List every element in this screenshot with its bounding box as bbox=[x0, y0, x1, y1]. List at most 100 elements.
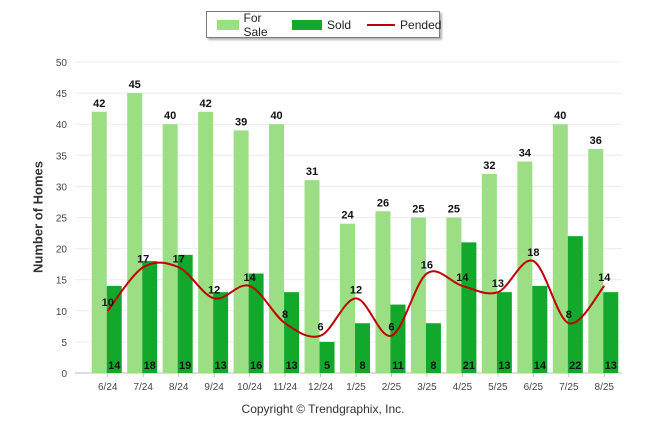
y-axis-label: Number of Homes bbox=[30, 161, 46, 273]
data-label-for-sale: 36 bbox=[590, 135, 602, 147]
data-label-sold: 21 bbox=[463, 360, 475, 372]
bar-sold bbox=[213, 292, 229, 373]
data-label-sold: 11 bbox=[392, 360, 404, 372]
bar-for-sale bbox=[446, 217, 462, 373]
data-label-pended: 12 bbox=[208, 284, 220, 296]
legend-label-for-sale: For Sale bbox=[243, 10, 268, 39]
y-tick-label: 5 bbox=[61, 338, 67, 349]
data-label-for-sale: 24 bbox=[341, 210, 354, 222]
data-label-pended: 10 bbox=[102, 297, 114, 309]
data-label-pended: 6 bbox=[388, 322, 394, 334]
data-label-pended: 12 bbox=[350, 284, 362, 296]
data-label-sold: 22 bbox=[569, 360, 581, 372]
data-label-for-sale: 25 bbox=[448, 204, 460, 216]
x-tick-label: 6/24 bbox=[98, 382, 118, 393]
data-label-sold: 16 bbox=[250, 360, 262, 372]
x-tick-label: 8/25 bbox=[595, 382, 615, 393]
data-label-sold: 13 bbox=[285, 360, 297, 372]
bar-for-sale bbox=[233, 130, 249, 373]
data-label-pended: 6 bbox=[317, 322, 323, 334]
bar-for-sale bbox=[269, 124, 285, 373]
bar-for-sale bbox=[410, 217, 426, 373]
x-tick-label: 12/24 bbox=[308, 382, 333, 393]
data-label-sold: 5 bbox=[324, 360, 330, 372]
data-label-pended: 8 bbox=[566, 309, 572, 321]
y-tick-label: 15 bbox=[56, 276, 68, 287]
bar-sold bbox=[177, 254, 193, 373]
bar-sold bbox=[319, 341, 335, 373]
bar-for-sale bbox=[588, 149, 604, 373]
bar-for-sale bbox=[517, 161, 533, 373]
bar-for-sale bbox=[481, 173, 497, 373]
data-label-for-sale: 26 bbox=[377, 197, 389, 209]
data-label-sold: 13 bbox=[215, 360, 227, 372]
bar-for-sale bbox=[91, 111, 107, 373]
bar-for-sale bbox=[162, 124, 178, 373]
x-tick-label: 7/25 bbox=[559, 382, 579, 393]
data-label-for-sale: 42 bbox=[200, 98, 212, 110]
bar-sold bbox=[567, 236, 583, 373]
y-tick-label: 0 bbox=[61, 369, 67, 380]
legend-swatch-sold bbox=[292, 19, 323, 30]
bar-sold bbox=[248, 273, 264, 373]
data-label-pended: 17 bbox=[173, 253, 185, 265]
data-label-sold: 8 bbox=[359, 360, 365, 372]
bar-for-sale bbox=[198, 111, 214, 373]
bar-sold bbox=[603, 292, 619, 373]
bar-for-sale bbox=[304, 180, 320, 373]
x-tick-label: 8/24 bbox=[169, 382, 189, 393]
bar-sold bbox=[461, 242, 477, 373]
bar-sold bbox=[142, 261, 158, 373]
x-tick-label: 4/25 bbox=[453, 382, 473, 393]
data-label-pended: 17 bbox=[137, 253, 149, 265]
y-tick-label: 30 bbox=[56, 182, 68, 193]
chart-legend: For Sale Sold Pended bbox=[206, 11, 441, 39]
y-tick-label: 50 bbox=[56, 58, 68, 69]
data-label-pended: 16 bbox=[421, 259, 433, 271]
data-label-sold: 13 bbox=[605, 360, 617, 372]
bar-sold bbox=[532, 285, 548, 373]
data-label-for-sale: 42 bbox=[93, 98, 105, 110]
bar-sold bbox=[355, 323, 370, 373]
x-tick-label: 9/24 bbox=[204, 382, 224, 393]
legend-label-sold: Sold bbox=[327, 17, 352, 32]
legend-item-sold: Sold bbox=[292, 18, 351, 32]
data-label-sold: 19 bbox=[179, 360, 191, 372]
legend-swatch-pended bbox=[367, 23, 396, 26]
x-tick-label: 2/25 bbox=[382, 382, 402, 393]
data-label-sold: 18 bbox=[144, 360, 156, 372]
bar-for-sale bbox=[340, 223, 355, 373]
data-label-for-sale: 34 bbox=[519, 148, 532, 160]
data-label-for-sale: 25 bbox=[412, 204, 424, 216]
x-tick-label: 5/25 bbox=[488, 382, 508, 393]
data-label-sold: 8 bbox=[430, 360, 436, 372]
data-label-for-sale: 40 bbox=[270, 110, 282, 122]
copyright-text: Copyright © Trendgraphix, Inc. bbox=[241, 402, 405, 416]
y-tick-label: 35 bbox=[56, 151, 68, 162]
data-label-for-sale: 40 bbox=[554, 110, 566, 122]
bar-sold bbox=[284, 292, 300, 373]
data-label-for-sale: 40 bbox=[164, 110, 176, 122]
legend-swatch-for-sale bbox=[217, 19, 239, 30]
data-label-sold: 14 bbox=[108, 360, 121, 372]
x-tick-label: 10/24 bbox=[237, 382, 262, 393]
data-label-for-sale: 39 bbox=[235, 116, 247, 128]
series-line-pended bbox=[106, 259, 606, 338]
x-tick-label: 7/24 bbox=[133, 382, 153, 393]
bar-for-sale bbox=[375, 211, 391, 373]
data-label-sold: 13 bbox=[498, 360, 510, 372]
y-tick-label: 40 bbox=[56, 120, 68, 131]
legend-item-for-sale: For Sale bbox=[217, 11, 276, 39]
bar-for-sale bbox=[552, 124, 568, 373]
y-tick-label: 45 bbox=[56, 89, 68, 100]
x-tick-label: 11/24 bbox=[273, 382, 298, 393]
x-tick-label: 1/25 bbox=[346, 382, 366, 393]
data-label-pended: 14 bbox=[598, 272, 611, 284]
bar-for-sale bbox=[127, 93, 143, 373]
data-label-sold: 14 bbox=[534, 360, 547, 372]
bar-sold bbox=[496, 292, 512, 373]
data-label-pended: 13 bbox=[492, 278, 504, 290]
data-label-pended: 14 bbox=[243, 272, 256, 284]
data-label-for-sale: 45 bbox=[129, 79, 141, 91]
